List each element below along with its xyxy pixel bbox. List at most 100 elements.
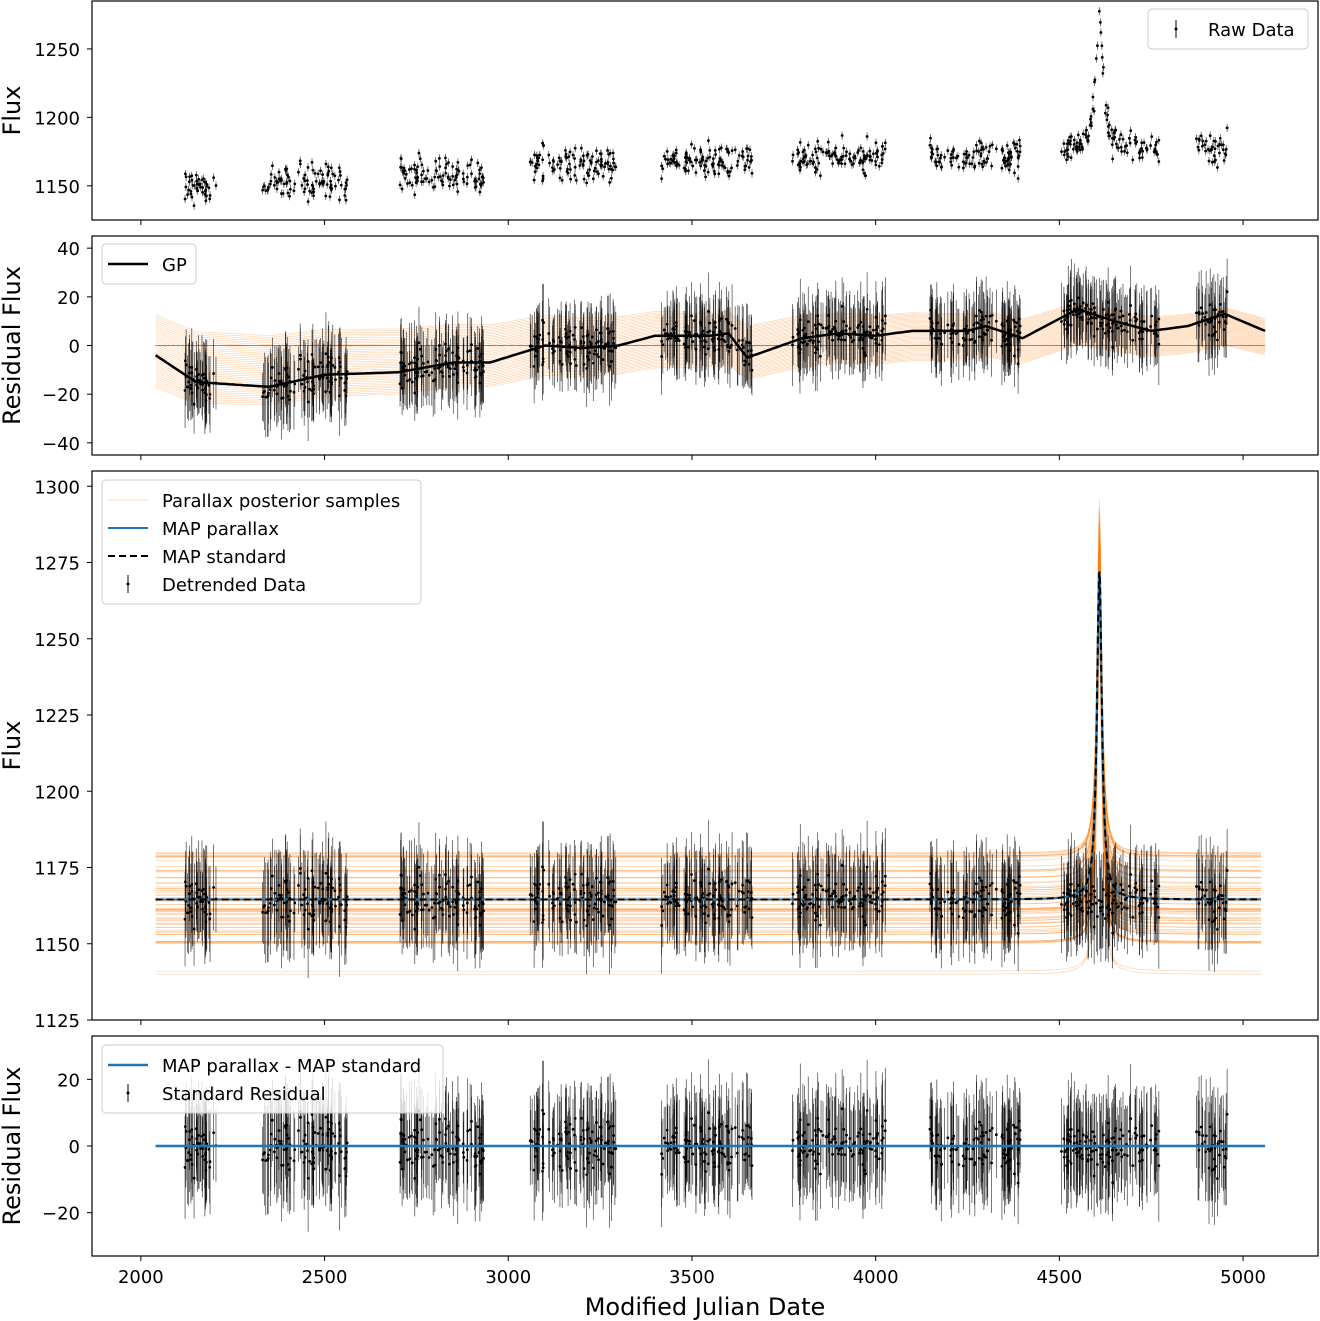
residual-data-point xyxy=(1133,315,1137,319)
residual-data-point xyxy=(1071,313,1075,317)
detrended-data-point xyxy=(864,923,868,927)
residual-data-point xyxy=(285,383,288,387)
raw-data-point xyxy=(735,164,739,167)
raw-data-point xyxy=(1119,133,1123,136)
detrended-data-point xyxy=(582,918,586,922)
residual-data-point xyxy=(937,336,941,340)
raw-data-point xyxy=(1112,137,1116,141)
raw-data-point xyxy=(798,168,802,172)
raw-data-point xyxy=(430,178,434,182)
raw-data-point xyxy=(1118,137,1121,141)
raw-data-point xyxy=(710,162,714,166)
detrended-data-point xyxy=(840,905,844,909)
detrended-data-point xyxy=(427,908,431,912)
raw-data-point xyxy=(441,183,445,187)
residual-data-point xyxy=(455,371,459,375)
residual-data-point xyxy=(1015,321,1019,325)
residual-data-point xyxy=(951,324,955,328)
detrended-data-point xyxy=(558,892,562,895)
raw-data-point xyxy=(868,158,872,162)
raw-data-point xyxy=(482,181,485,184)
raw-data-point xyxy=(329,166,333,170)
raw-data-point xyxy=(817,146,821,150)
raw-data-point xyxy=(665,149,669,153)
raw-data-point xyxy=(1068,135,1072,139)
detrended-data-point xyxy=(468,883,472,887)
raw-data-point xyxy=(1142,141,1146,144)
residual-data-point xyxy=(934,336,938,340)
raw-data-point xyxy=(828,154,832,158)
residual-data-point xyxy=(1084,303,1088,307)
raw-data-point xyxy=(573,146,577,150)
detrended-data-point xyxy=(842,882,846,886)
raw-data-point xyxy=(321,182,325,186)
raw-data-point xyxy=(338,198,341,202)
y-tick-label: 1200 xyxy=(34,108,80,129)
residual-data-point xyxy=(574,364,578,367)
raw-data-point xyxy=(451,165,455,168)
legend-marker-icon xyxy=(1174,27,1178,31)
residual-data-point xyxy=(1080,315,1084,319)
raw-data-point xyxy=(877,164,881,168)
detrended-data-point xyxy=(730,908,733,911)
parallax-posterior-sample xyxy=(155,574,1262,909)
detrended-data-point xyxy=(579,872,583,876)
raw-data-point xyxy=(269,172,273,176)
residual-data-point xyxy=(747,362,751,366)
residual-data-point xyxy=(339,376,343,380)
residual-data-point xyxy=(840,338,844,342)
detrended-data-point xyxy=(585,883,589,887)
residual-data-point xyxy=(558,340,562,344)
raw-data-point xyxy=(666,162,670,166)
raw-data-point xyxy=(612,157,615,161)
residual-data-point xyxy=(968,338,972,342)
residual-data-point xyxy=(542,321,546,324)
raw-data-point xyxy=(434,169,438,172)
residual-data-point xyxy=(975,321,979,325)
residual-data-point xyxy=(796,332,800,336)
residual-data-point xyxy=(1099,324,1103,328)
raw-data-point xyxy=(962,152,966,156)
raw-data-point xyxy=(815,156,819,160)
raw-data-point xyxy=(946,149,950,152)
residual-data-point xyxy=(571,333,575,337)
raw-data-point xyxy=(416,165,420,168)
y-axis-label: Flux xyxy=(0,86,26,136)
raw-data-point xyxy=(972,150,976,154)
raw-data-point xyxy=(661,167,665,171)
raw-data-point xyxy=(214,184,218,187)
raw-data-point xyxy=(858,161,861,165)
raw-data-point xyxy=(1117,146,1120,150)
raw-data-point xyxy=(704,159,708,163)
raw-data-point xyxy=(328,195,332,199)
raw-data-point xyxy=(1084,133,1087,137)
raw-data-point xyxy=(951,150,955,153)
residual-data-point xyxy=(1094,316,1098,320)
raw-data-point xyxy=(461,177,465,181)
detrended-data-point xyxy=(345,903,348,907)
raw-data-point xyxy=(1008,156,1011,160)
raw-data-point xyxy=(343,187,347,191)
raw-data-point xyxy=(187,188,191,192)
raw-data-point xyxy=(937,160,941,164)
raw-data-point xyxy=(746,158,749,162)
raw-data-point xyxy=(581,162,585,166)
detrended-data-point xyxy=(796,891,800,894)
residual-data-point xyxy=(1000,323,1004,327)
residual-data-point xyxy=(660,339,664,343)
residual-data-point xyxy=(601,358,605,362)
residual-data-point xyxy=(421,362,425,365)
residual-data-point xyxy=(591,361,595,365)
raw-data-point xyxy=(433,175,437,179)
raw-data-point xyxy=(802,155,806,159)
residual-data-point xyxy=(1106,329,1110,333)
raw-data-point xyxy=(957,165,961,169)
raw-data-point xyxy=(314,179,318,183)
raw-data-point xyxy=(344,198,348,202)
raw-data-point xyxy=(1107,134,1111,138)
y-tick-label: −20 xyxy=(42,385,80,406)
residual-data-point xyxy=(708,329,712,333)
detrended-data-point xyxy=(292,911,296,915)
raw-data-point xyxy=(1199,134,1203,138)
residual-data-point xyxy=(465,371,469,375)
